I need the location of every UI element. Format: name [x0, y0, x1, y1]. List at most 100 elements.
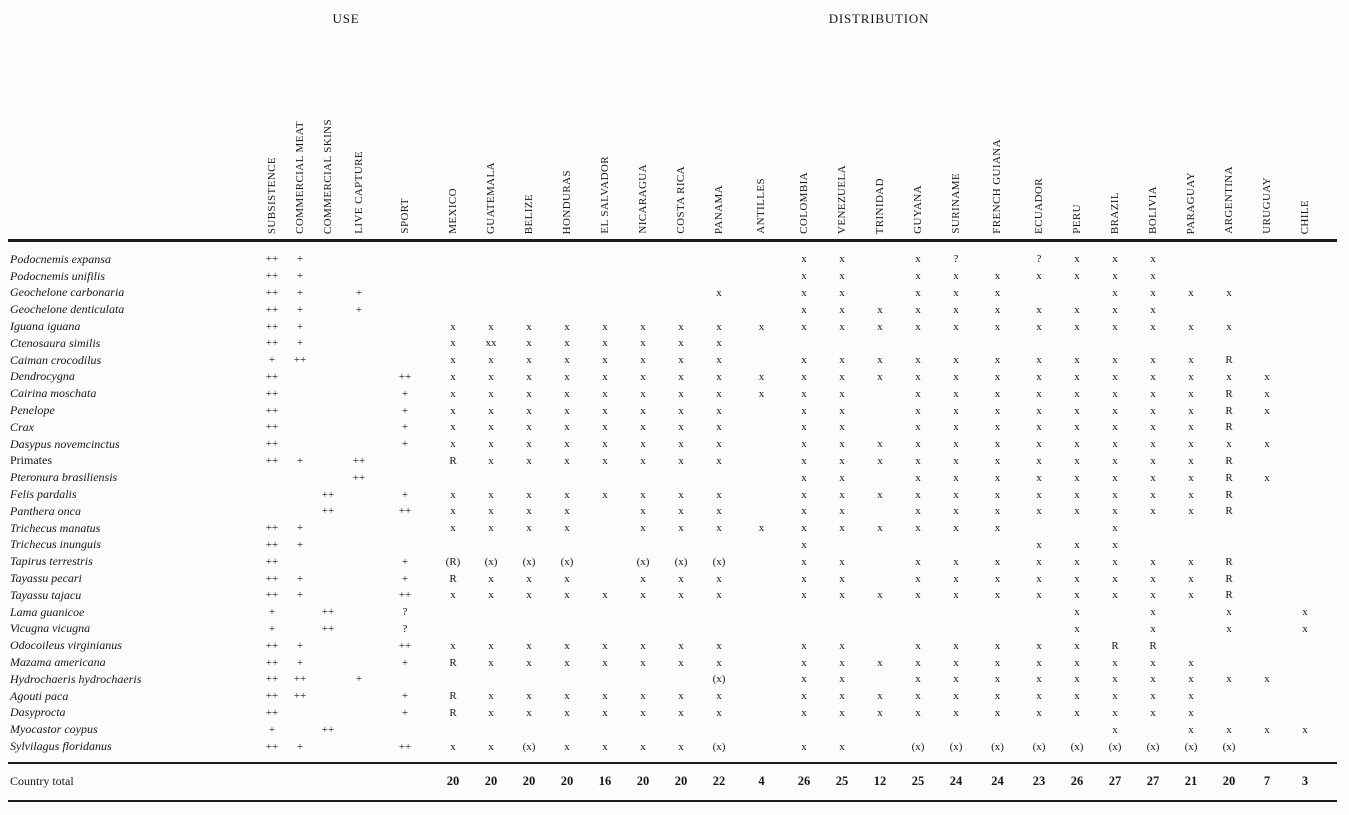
distribution-cell: x	[678, 589, 684, 602]
distribution-cell: x	[1226, 723, 1232, 736]
distribution-cell: x	[1036, 538, 1042, 551]
use-cell: +	[355, 286, 363, 299]
distribution-cell: R	[1225, 471, 1233, 484]
table-row: Panthera onca ++ ++ x x x x x x x x x x x x x x x x x R	[8, 503, 1337, 520]
distribution-cell: x	[640, 454, 646, 467]
distribution-cell: x	[994, 488, 1001, 501]
distribution-cell: (x)	[522, 740, 536, 753]
use-cell: +	[296, 286, 304, 299]
distribution-cell: x	[640, 387, 646, 400]
distribution-cell: x	[1150, 387, 1156, 400]
distribution-cell: x	[915, 404, 921, 417]
distribution-cell: x	[953, 639, 959, 652]
distribution-cell: x	[450, 740, 456, 753]
use-cell: ++	[265, 656, 279, 669]
table-row: Sylvilagus floridanus ++ + ++ x x (x) x x x x (x) x x…	[8, 738, 1337, 755]
distribution-cell: x	[526, 589, 532, 602]
distribution-cell: x	[915, 589, 921, 602]
distribution-cell: x	[994, 639, 1001, 652]
distribution-cell: x	[758, 370, 765, 383]
distribution-cell: x	[839, 690, 845, 703]
use-cell: ++	[265, 286, 279, 299]
distribution-cell: x	[994, 555, 1001, 568]
country-total-value: 25	[911, 774, 925, 789]
distribution-cell: x	[1226, 370, 1232, 383]
distribution-cell: x	[678, 690, 684, 703]
distribution-cell: x	[526, 522, 532, 535]
country-total-value: 3	[1301, 774, 1309, 789]
distribution-cell: x	[994, 706, 1001, 719]
distribution-cell: x	[877, 370, 883, 383]
distribution-cell: x	[526, 488, 532, 501]
distribution-cell: x	[602, 337, 608, 350]
distribution-cell: x	[994, 303, 1001, 316]
distribution-cell: x	[1036, 673, 1042, 686]
distribution-cell: x	[678, 740, 684, 753]
column-header: ARGENTINA	[1210, 32, 1248, 234]
use-cell: +	[296, 589, 304, 602]
distribution-cell: x	[488, 438, 494, 451]
distribution-cell: x	[1036, 270, 1042, 283]
species-name: Trichecus manatus	[10, 520, 101, 535]
country-total-value: 20	[522, 774, 536, 789]
distribution-cell: (x)	[1070, 740, 1084, 753]
distribution-cell: x	[915, 286, 921, 299]
distribution-cell: x	[678, 404, 684, 417]
distribution-cell: x	[994, 421, 1001, 434]
country-total-value: 25	[835, 774, 849, 789]
distribution-cell: x	[1150, 706, 1156, 719]
use-cell: ++	[321, 488, 335, 501]
distribution-cell: x	[915, 706, 921, 719]
distribution-cell: x	[678, 706, 684, 719]
distribution-cell: x	[564, 370, 570, 383]
species-name: Agouti paca	[10, 688, 69, 703]
bottom-border-rule	[8, 799, 1337, 802]
distribution-cell: x	[602, 421, 608, 434]
distribution-cell: x	[640, 320, 646, 333]
distribution-cell: x	[526, 404, 532, 417]
distribution-cell: x	[640, 505, 646, 518]
distribution-cell: x	[839, 706, 845, 719]
distribution-cell: x	[953, 454, 959, 467]
country-total-value: 24	[991, 774, 1004, 789]
distribution-cell: x	[1188, 438, 1194, 451]
distribution-cell: x	[1188, 387, 1194, 400]
use-group-header: USE	[332, 11, 360, 26]
distribution-cell: x	[994, 320, 1001, 333]
species-name: Cairina moschata	[10, 386, 97, 401]
distribution-cell: x	[994, 438, 1001, 451]
column-header-label: ARGENTINA	[1222, 166, 1235, 234]
distribution-cell: x	[640, 354, 646, 367]
distribution-cell: R	[449, 690, 457, 703]
column-header-label: ANTILLES	[755, 178, 767, 234]
distribution-cell: x	[564, 421, 570, 434]
distribution-cell: x	[602, 656, 608, 669]
distribution-cell: x	[1074, 387, 1080, 400]
column-header-label: SURINAME	[949, 173, 962, 234]
distribution-cell: x	[1264, 723, 1270, 736]
species-name: Panthera onca	[10, 503, 81, 518]
distribution-cell: x	[1036, 370, 1042, 383]
column-header: ANTILLES	[738, 32, 785, 234]
distribution-cell: x	[915, 555, 921, 568]
distribution-cell: x	[450, 421, 456, 434]
column-header: FRENCH GUIANA	[975, 32, 1020, 234]
use-cell: ++	[352, 471, 366, 484]
distribution-cell: x	[1036, 656, 1042, 669]
distribution-cell: x	[602, 370, 608, 383]
distribution-cell: x	[1188, 454, 1194, 467]
distribution-cell: x	[758, 320, 765, 333]
distribution-cell: x	[526, 421, 532, 434]
column-header: NICARAGUA	[624, 32, 662, 234]
distribution-cell: x	[716, 404, 722, 417]
distribution-cell: x	[526, 337, 532, 350]
use-cell: +	[296, 303, 304, 316]
distribution-cell: x	[640, 740, 646, 753]
species-name: Dasypus novemcinctus	[10, 436, 120, 451]
species-name: Tapirus terrestris	[10, 554, 93, 569]
distribution-cell: (x)	[484, 555, 498, 568]
distribution-cell: R	[1225, 505, 1233, 518]
distribution-cell: (x)	[911, 740, 925, 753]
